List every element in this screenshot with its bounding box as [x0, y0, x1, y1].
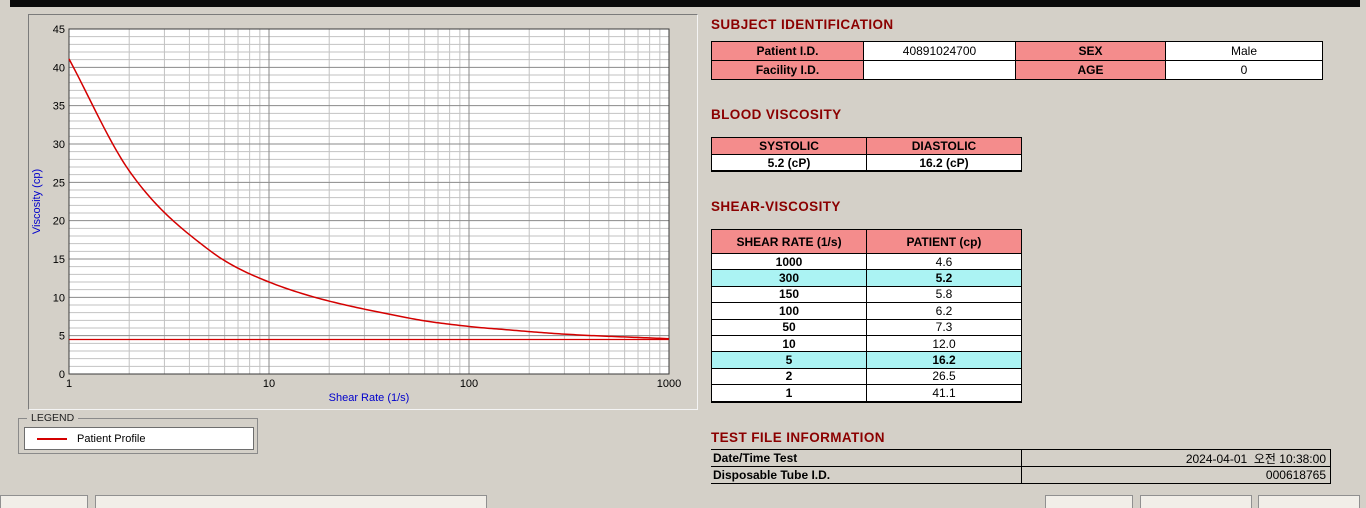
disposable-tube-id-value: 000618765 — [1022, 467, 1331, 483]
patient-cp-cell: 16.2 — [867, 352, 1022, 369]
shear-viscosity-table: SHEAR RATE (1/s) PATIENT (cp) 1000 4.6 3… — [711, 229, 1022, 403]
svg-text:20: 20 — [53, 216, 65, 228]
patient-cp-cell: 41.1 — [867, 385, 1022, 402]
shear-rate-cell: 50 — [712, 319, 867, 336]
svg-text:5: 5 — [59, 331, 65, 343]
svg-text:10: 10 — [53, 292, 65, 304]
shear-rate-cell: 300 — [712, 270, 867, 287]
shear-rate-header: SHEAR RATE (1/s) — [712, 230, 867, 254]
svg-text:25: 25 — [53, 177, 65, 189]
date-time-test-value: 2024-04-01 오전 10:38:00 — [1022, 450, 1331, 466]
age-value: 0 — [1166, 61, 1323, 80]
patient-id-value: 40891024700 — [864, 42, 1016, 61]
shear-rate-cell: 1 — [712, 385, 867, 402]
diastolic-value: 16.2 (cP) — [867, 155, 1022, 171]
svg-text:0: 0 — [59, 369, 65, 381]
viscosity-chart-panel: 0 5 10 15 20 25 30 35 40 45 1 10 100 1000 Shear Rate (… — [28, 14, 698, 410]
svg-text:Viscosity (cp): Viscosity (cp) — [31, 169, 43, 234]
sex-value: Male — [1166, 42, 1323, 61]
patient-cp-cell: 6.2 — [867, 303, 1022, 320]
patient-cp-cell: 5.8 — [867, 286, 1022, 304]
top-border-bar — [10, 0, 1360, 7]
patient-cp-cell: 12.0 — [867, 335, 1022, 353]
date-time-test-label: Date/Time Test — [711, 450, 1022, 466]
patient-cp-header: PATIENT (cp) — [867, 230, 1022, 254]
table-row: 5 16.2 — [712, 352, 1022, 369]
patient-cp-cell: 7.3 — [867, 319, 1022, 336]
table-row: 5.2 (cP) 16.2 (cP) — [712, 155, 1022, 171]
table-row: 2 26.5 — [712, 368, 1022, 386]
svg-text:100: 100 — [460, 378, 478, 390]
table-row: 1000 4.6 — [712, 254, 1022, 271]
table-row: Date/Time Test 2024-04-01 오전 10:38:00 — [711, 450, 1331, 467]
subject-identification-table: Patient I.D. 40891024700 SEX Male Facili… — [711, 41, 1323, 80]
systolic-header: SYSTOLIC — [712, 138, 867, 155]
blood-viscosity-heading: BLOOD VISCOSITY — [711, 107, 842, 122]
shear-rate-cell: 150 — [712, 286, 867, 304]
diastolic-header: DIASTOLIC — [867, 138, 1022, 155]
legend-line-sample — [37, 437, 67, 440]
svg-text:30: 30 — [53, 139, 65, 151]
legend-entry-label: Patient Profile — [77, 432, 146, 445]
svg-text:1000: 1000 — [657, 378, 681, 390]
legend-inner: Patient Profile — [24, 427, 254, 450]
facility-id-label: Facility I.D. — [712, 61, 864, 80]
bottom-partial-button[interactable] — [0, 495, 88, 508]
shear-rate-cell: 2 — [712, 368, 867, 386]
shear-rate-cell: 5 — [712, 352, 867, 369]
bottom-partial-panel[interactable] — [95, 495, 487, 508]
disposable-tube-id-label: Disposable Tube I.D. — [711, 467, 1022, 483]
svg-text:Shear Rate (1/s): Shear Rate (1/s) — [329, 392, 410, 404]
blood-viscosity-table: SYSTOLIC DIASTOLIC 5.2 (cP) 16.2 (cP) — [711, 137, 1022, 172]
patient-cp-cell: 4.6 — [867, 254, 1022, 271]
sex-label: SEX — [1016, 42, 1166, 61]
table-row: 50 7.3 — [712, 319, 1022, 336]
viscosity-chart: 0 5 10 15 20 25 30 35 40 45 1 10 100 1000 Shear Rate (… — [31, 24, 681, 404]
bottom-partial-button[interactable] — [1258, 495, 1360, 508]
age-label: AGE — [1016, 61, 1166, 80]
patient-cp-cell: 26.5 — [867, 368, 1022, 386]
patient-id-label: Patient I.D. — [712, 42, 864, 61]
bottom-partial-button[interactable] — [1140, 495, 1252, 508]
facility-id-value — [864, 61, 1016, 80]
table-row: SYSTOLIC DIASTOLIC — [712, 138, 1022, 155]
table-row: SHEAR RATE (1/s) PATIENT (cp) — [712, 230, 1022, 254]
legend-title: LEGEND — [27, 412, 79, 424]
table-row: Facility I.D. AGE 0 — [712, 61, 1323, 80]
svg-text:15: 15 — [53, 254, 65, 266]
table-row: 150 5.8 — [712, 286, 1022, 304]
svg-text:45: 45 — [53, 24, 65, 36]
shear-rate-cell: 100 — [712, 303, 867, 320]
bottom-partial-button[interactable] — [1045, 495, 1133, 508]
table-row: 10 12.0 — [712, 335, 1022, 353]
table-row: 1 41.1 — [712, 385, 1022, 402]
patient-cp-cell: 5.2 — [867, 270, 1022, 287]
svg-text:1: 1 — [66, 378, 72, 390]
shear-rate-cell: 10 — [712, 335, 867, 353]
shear-viscosity-heading: SHEAR-VISCOSITY — [711, 199, 841, 214]
svg-text:35: 35 — [53, 101, 65, 113]
table-row: 300 5.2 — [712, 270, 1022, 287]
legend-groupbox: LEGEND Patient Profile — [18, 412, 258, 454]
table-row: Patient I.D. 40891024700 SEX Male — [712, 42, 1323, 61]
test-file-information-heading: TEST FILE INFORMATION — [711, 430, 885, 445]
systolic-value: 5.2 (cP) — [712, 155, 867, 171]
subject-identification-heading: SUBJECT IDENTIFICATION — [711, 17, 894, 32]
table-row: 100 6.2 — [712, 303, 1022, 320]
shear-rate-cell: 1000 — [712, 254, 867, 271]
table-row: Disposable Tube I.D. 000618765 — [711, 467, 1331, 484]
test-file-information-table: Date/Time Test 2024-04-01 오전 10:38:00 Di… — [711, 449, 1331, 484]
svg-text:40: 40 — [53, 62, 65, 74]
svg-text:10: 10 — [263, 378, 275, 390]
